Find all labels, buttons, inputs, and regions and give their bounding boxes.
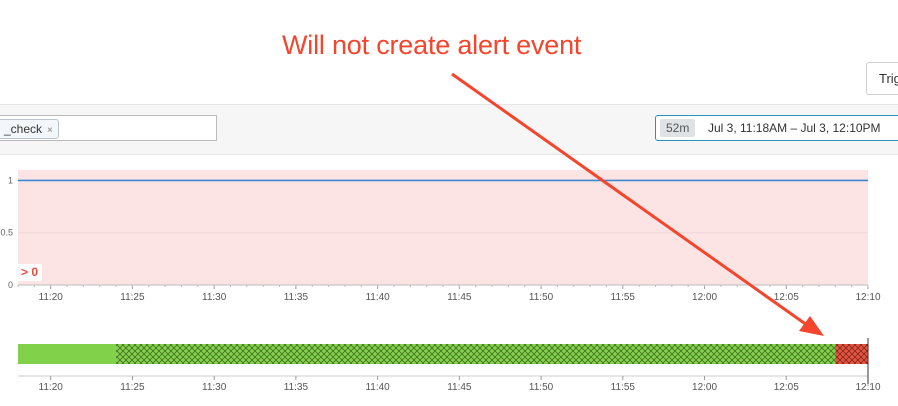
x-tick-label: 11:35	[284, 292, 309, 303]
x-tick-label: 11:30	[202, 292, 227, 303]
annotation-text: Will not create alert event	[282, 30, 582, 60]
x-tick-label: 11:25	[120, 292, 145, 303]
alert-region	[18, 170, 868, 285]
timeline-tick-label: 12:00	[692, 382, 717, 393]
timeline-tick-label: 11:30	[202, 382, 227, 393]
timeline-tick-label: 12:05	[774, 382, 799, 393]
timeline-tick-label: 11:50	[529, 382, 554, 393]
x-tick-label: 11:55	[611, 292, 636, 303]
timeline-tick-label: 11:55	[611, 382, 636, 393]
x-tick-label: 11:50	[529, 292, 554, 303]
tag-search-input[interactable]: _check ×	[0, 115, 217, 141]
x-tick-label: 11:40	[365, 292, 390, 303]
timeline-tick-label: 11:40	[365, 382, 390, 393]
y-tick-label: 0	[8, 280, 13, 290]
tag-chip-label: _check	[4, 122, 43, 136]
x-tick-label: 12:00	[692, 292, 717, 303]
x-tick-label: 12:05	[774, 292, 799, 303]
annotation-arrow	[451, 72, 824, 336]
tag-chip: _check ×	[0, 119, 59, 139]
timeline-hatch	[835, 344, 868, 364]
metric-chart: 0 0.5 1 11:20 11:25 11:30 11:35 11:40 11:45 11:50…	[0, 170, 881, 303]
y-tick-label: 1	[8, 175, 13, 185]
y-tick-label: 0.5	[0, 228, 13, 238]
timeline-tick-label: 12:10	[855, 382, 880, 393]
filter-toolbar: _check × 52m Jul 3, 11:18AM – Jul 3, 12:1…	[0, 104, 898, 155]
tag-remove-icon[interactable]: ×	[47, 125, 53, 136]
time-range-selector[interactable]: 52m Jul 3, 11:18AM – Jul 3, 12:10PM	[655, 115, 898, 141]
timeline-tick-label: 11:45	[447, 382, 472, 393]
timeline-segment	[18, 344, 117, 364]
trigger-button[interactable]: Trig	[866, 62, 898, 95]
threshold-label: > 0	[17, 264, 43, 281]
timeline-tick-label: 11:35	[284, 382, 309, 393]
timeline-tick-label: 11:20	[39, 382, 64, 393]
duration-badge: 52m	[660, 119, 696, 137]
x-tick-label: 11:45	[447, 292, 472, 303]
x-tick-label: 11:20	[39, 292, 64, 303]
timeline-tick-label: 11:25	[120, 382, 145, 393]
timeline-hatch	[116, 344, 836, 364]
x-tick-label: 12:10	[855, 292, 880, 303]
time-range-text: Jul 3, 11:18AM – Jul 3, 12:10PM	[708, 121, 881, 135]
status-timeline-chart: 11:20 11:25 11:30 11:35 11:40 11:45 11:50 11:55…	[18, 338, 881, 393]
